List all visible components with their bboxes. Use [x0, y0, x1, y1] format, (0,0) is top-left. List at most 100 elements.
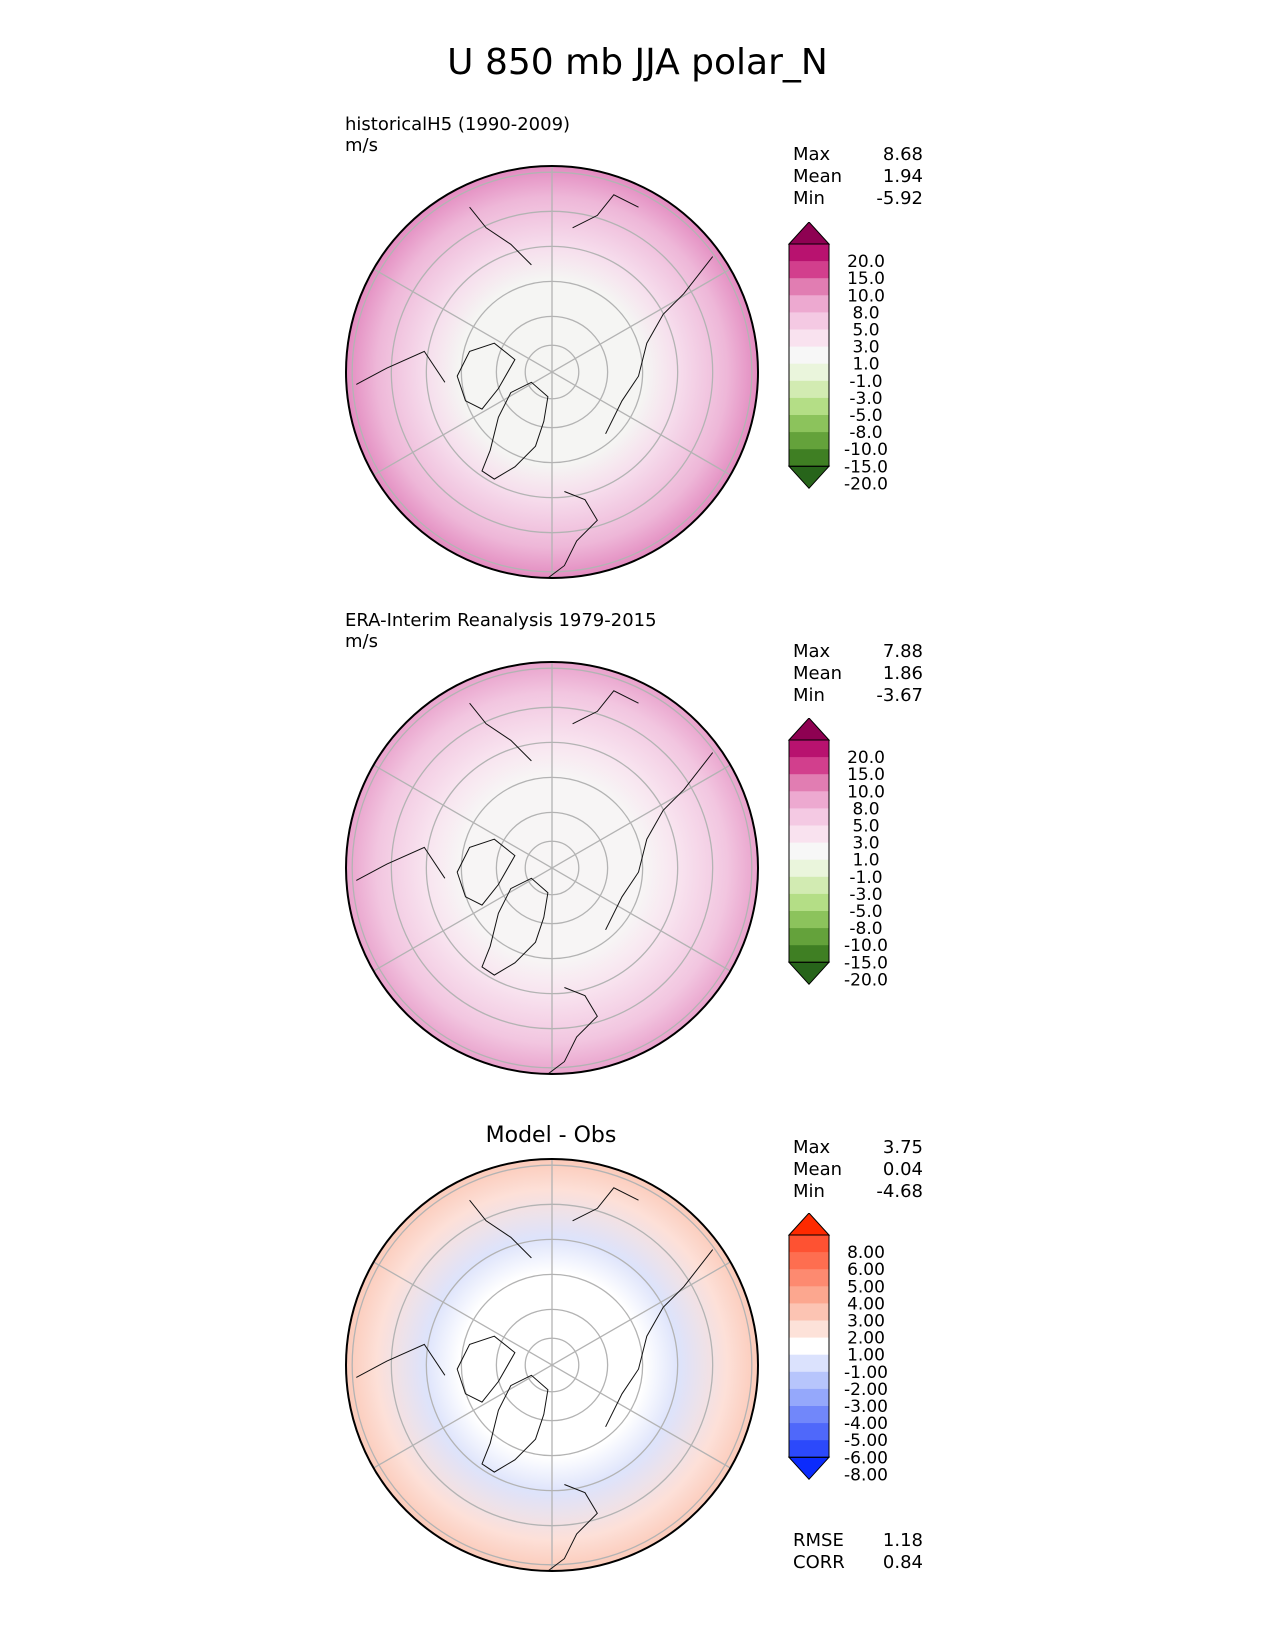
panel-3-stats: Max 3.75 Mean 0.04 Min -4.68 [793, 1137, 923, 1203]
meridian-line [574, 1377, 731, 1469]
colorbar-extend-bottom [787, 465, 831, 490]
colorbar-tick-label: 1.0 [852, 355, 879, 375]
panel-2-label-line1: ERA-Interim Reanalysis 1979-2015 [345, 610, 657, 631]
coastline [605, 1249, 714, 1428]
colorbar-tick-label: -3.0 [849, 389, 882, 409]
map-boundary [345, 165, 759, 579]
meridian-line [373, 880, 530, 972]
stat-corr-label: CORR [793, 1552, 845, 1573]
panel-3-map [345, 1158, 759, 1572]
colorbar-cell [789, 774, 829, 792]
meridian-line [528, 358, 576, 386]
stat-max-label: Max [793, 144, 831, 165]
colorbar-cell [789, 928, 829, 946]
panel-2-min-value: -3.67 [876, 685, 923, 706]
colorbar-tick-label: 5.0 [852, 321, 879, 341]
colorbar-tick-label: -15.0 [844, 457, 888, 477]
meridian-line [528, 854, 576, 882]
colorbar-tick-label: 5.0 [852, 817, 879, 837]
colorbar-cell [789, 1371, 829, 1390]
coastline [481, 877, 549, 976]
colorbar-tick-label: 10.0 [847, 286, 885, 306]
panel-3-colorbar: 8.006.005.004.003.002.001.00-1.00-2.00-3… [787, 1213, 888, 1485]
colorbar-cell [789, 1354, 829, 1373]
colorbar-tick-label: -8.0 [849, 423, 882, 443]
panel-2-colorbar: 20.015.010.08.05.03.01.0-1.0-3.0-5.0-8.0… [787, 718, 888, 990]
coastline [547, 987, 598, 1074]
rmse-value: 1.18 [882, 1530, 923, 1551]
coastline [356, 1343, 446, 1378]
panel-2-units: m/s [345, 631, 378, 652]
colorbar-cell [789, 911, 829, 929]
coastline [572, 1187, 639, 1222]
colorbar-cell [789, 1423, 829, 1441]
colorbar-tick-label: 8.0 [852, 303, 879, 323]
colorbar-cell [789, 432, 829, 450]
panel-1-label-line1: historicalH5 (1990-2009) [345, 114, 571, 135]
coastline [481, 381, 549, 480]
meridian-line [574, 384, 731, 476]
colorbar-cell [789, 1235, 829, 1253]
colorbar-cell [789, 893, 829, 912]
colorbar-cell [789, 295, 829, 313]
colorbar-tick-label: 2.00 [847, 1329, 885, 1349]
colorbar-cell [789, 312, 829, 330]
colorbar-cell [789, 740, 829, 758]
corr-value: 0.84 [882, 1552, 923, 1573]
coastline [456, 838, 516, 906]
colorbar-tick-label: 20.0 [847, 252, 885, 272]
colorbar-extend-bottom [787, 1456, 831, 1481]
panel-1-max-value: 8.68 [882, 144, 923, 165]
colorbar-tick-label: 8.00 [847, 1243, 885, 1263]
colorbar-tick-label: -1.0 [849, 372, 882, 392]
colorbar-tick-label: -15.0 [844, 953, 888, 973]
colorbar-cell [789, 1252, 829, 1270]
colorbar-cell [789, 1406, 829, 1424]
meridian-line [574, 1261, 731, 1353]
coastline [469, 702, 532, 762]
panel-2-max-value: 7.88 [882, 641, 923, 662]
colorbar-tick-label: 20.0 [847, 748, 885, 768]
colorbar-cell [789, 1303, 829, 1321]
panel-1-map [345, 165, 759, 579]
colorbar-tick-label: 1.00 [847, 1346, 885, 1366]
meridian-line [373, 1261, 530, 1353]
panel-1-mean-value: 1.94 [882, 166, 923, 187]
colorbar-cell [789, 329, 829, 347]
coastline [456, 342, 516, 410]
stat-min-label: Min [793, 685, 825, 706]
colorbar-tick-label: 10.0 [847, 782, 885, 802]
panel-3-title: Model - Obs [485, 1123, 617, 1148]
stat-min-label: Min [793, 188, 825, 209]
panel-1-stats: Max 8.68 Mean 1.94 Min -5.92 [793, 144, 923, 210]
meridian-line [574, 880, 731, 972]
colorbar-cell [789, 1337, 829, 1356]
coastline [356, 846, 446, 881]
colorbar-tick-label: 4.00 [847, 1294, 885, 1314]
meridian-line [528, 1351, 576, 1379]
panel-2-label: ERA-Interim Reanalysis 1979-2015 m/s [345, 610, 657, 652]
coastline [605, 256, 714, 435]
panel-1-units: m/s [345, 135, 378, 156]
coastline [547, 491, 598, 578]
stat-mean-label: Mean [793, 663, 843, 684]
stat-max-label: Max [793, 641, 831, 662]
colorbar-tick-label: 5.00 [847, 1277, 885, 1297]
colorbar-cell [789, 945, 829, 963]
colorbar-tick-label: 1.0 [852, 851, 879, 871]
colorbar-tick-label: -20.0 [844, 474, 888, 494]
meridian-line [373, 764, 530, 856]
coastline [547, 1484, 598, 1571]
colorbar-tick-label: -20.0 [844, 970, 888, 990]
map-boundary [345, 661, 759, 1075]
colorbar-cell [789, 859, 829, 878]
colorbar-cell [789, 876, 829, 895]
colorbar-tick-label: 15.0 [847, 269, 885, 289]
meridian-line [373, 1377, 530, 1469]
colorbar-tick-label: -1.00 [844, 1363, 888, 1383]
colorbar-cell [789, 842, 829, 861]
colorbar-cell [789, 449, 829, 467]
colorbar-cell [789, 415, 829, 433]
colorbar-cell [789, 1269, 829, 1287]
colorbar-cell [789, 757, 829, 775]
